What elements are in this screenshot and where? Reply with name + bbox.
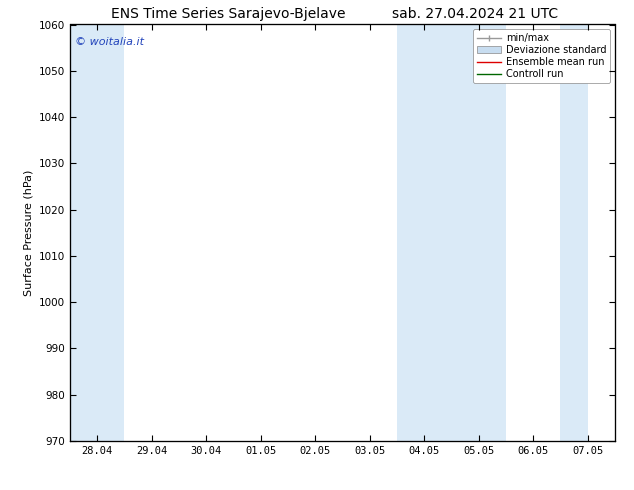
Y-axis label: Surface Pressure (hPa): Surface Pressure (hPa)	[23, 170, 33, 296]
Text: ENS Time Series Sarajevo-Bjelave: ENS Time Series Sarajevo-Bjelave	[111, 7, 346, 22]
Text: sab. 27.04.2024 21 UTC: sab. 27.04.2024 21 UTC	[392, 7, 559, 22]
Legend: min/max, Deviazione standard, Ensemble mean run, Controll run: min/max, Deviazione standard, Ensemble m…	[473, 29, 610, 83]
Bar	[70, 24, 124, 441]
Text: © woitalia.it: © woitalia.it	[75, 37, 144, 47]
Bar	[560, 24, 588, 441]
Bar	[397, 24, 506, 441]
